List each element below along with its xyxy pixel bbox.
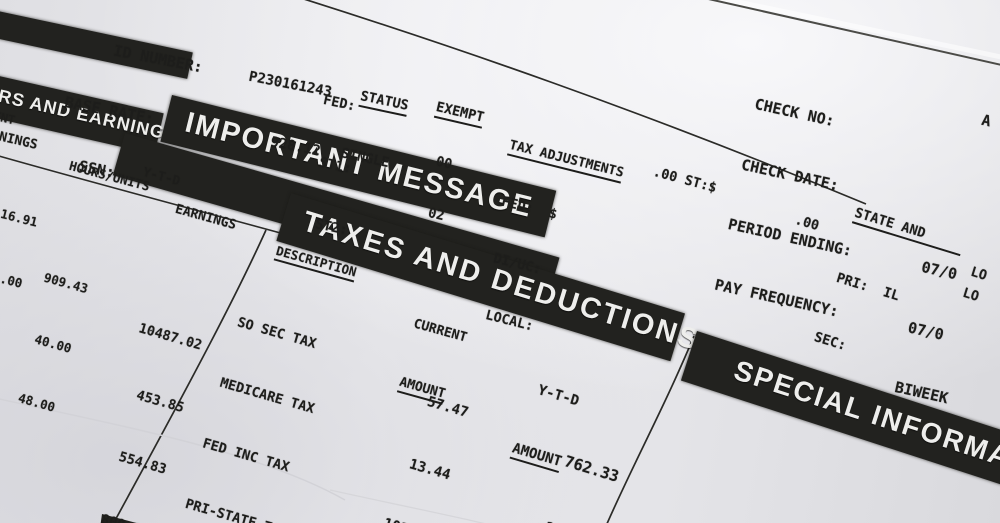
tax-adj-fed-row: FED: $ (499, 193, 559, 223)
pri-state-line: PRI: IL (834, 270, 902, 305)
ytd-earnings-value: 800.00 (51, 495, 151, 523)
exempt-value-state: 02 (426, 205, 446, 225)
st2-label: ST2: (313, 216, 349, 239)
period-ending-value: 07/0 (919, 257, 959, 284)
ytd-amount-value: 762.33 (562, 452, 622, 486)
id-number-value: P230161243 (247, 68, 334, 101)
hours-value: 48.00 (16, 390, 57, 415)
ytd-earnings-value: 453.85 (134, 386, 187, 416)
hours-value: 40.00 (33, 330, 74, 356)
tax-row-medicare: MEDICARE TAX (218, 374, 317, 418)
tax-adj-local-row: LOCAL: (483, 307, 535, 335)
period-ending-label: PERIOD ENDING: (726, 215, 854, 261)
ytd-earnings-value: 10487.02 (136, 320, 204, 354)
hours-value: 909.43 (42, 269, 90, 297)
tax-row-pri-state: PRI-STATE TAX (183, 495, 290, 523)
paper-top-edge-line (708, 0, 1000, 66)
ytd-amount-value: 178.29 (488, 500, 602, 523)
tax-row-fed-inc: FED INC TAX (200, 435, 292, 476)
paper-edge-highlight (716, 0, 1000, 60)
current-amount-value: 103.47 (345, 503, 436, 523)
status-header: STATUS (358, 88, 410, 117)
tax-row-so-sec: SO SEC TAX (235, 314, 319, 353)
pay-frequency-label: PAY FREQUENCY: (713, 275, 841, 321)
header-rule-line (304, 0, 867, 205)
tax-adj-diuc-row: DI/UC: (491, 250, 543, 278)
base-rate-row: BASE RATE: 928.12 (63, 92, 322, 161)
tax-adjustments-header: TAX ADJUSTMENTS (506, 137, 626, 184)
paper-crease-line (0, 398, 346, 501)
exempt-value-fed: 00 (434, 152, 454, 173)
status-value: SINGLE (339, 145, 391, 172)
column-divider-right (606, 335, 695, 523)
check-no-label: CHECK NO: (753, 95, 837, 131)
id-number-label: ID NUMBER: (112, 41, 205, 77)
sec-state-line: SEC: (812, 329, 848, 354)
column-divider-left (112, 229, 267, 523)
next-band-corner-fragment (100, 514, 137, 523)
earnings-header-underline (0, 155, 307, 241)
current-amount-value: 57.47 (425, 393, 471, 421)
ytd-earnings-value: 554.83 (116, 448, 169, 478)
base-rate-label: BASE RATE: (63, 93, 156, 129)
paper-crease-line-2 (329, 489, 485, 523)
biweekly-value: BIWEEK (893, 378, 950, 408)
pay-frequency-value: 07/0 (906, 317, 946, 344)
check-date-label: CHECK DATE: (739, 155, 841, 195)
current-amount-value: 13.44 (407, 455, 453, 483)
id-number-row: ID NUMBER: P230161243 (75, 33, 334, 102)
exempt-header: EXEMPT (433, 99, 486, 129)
